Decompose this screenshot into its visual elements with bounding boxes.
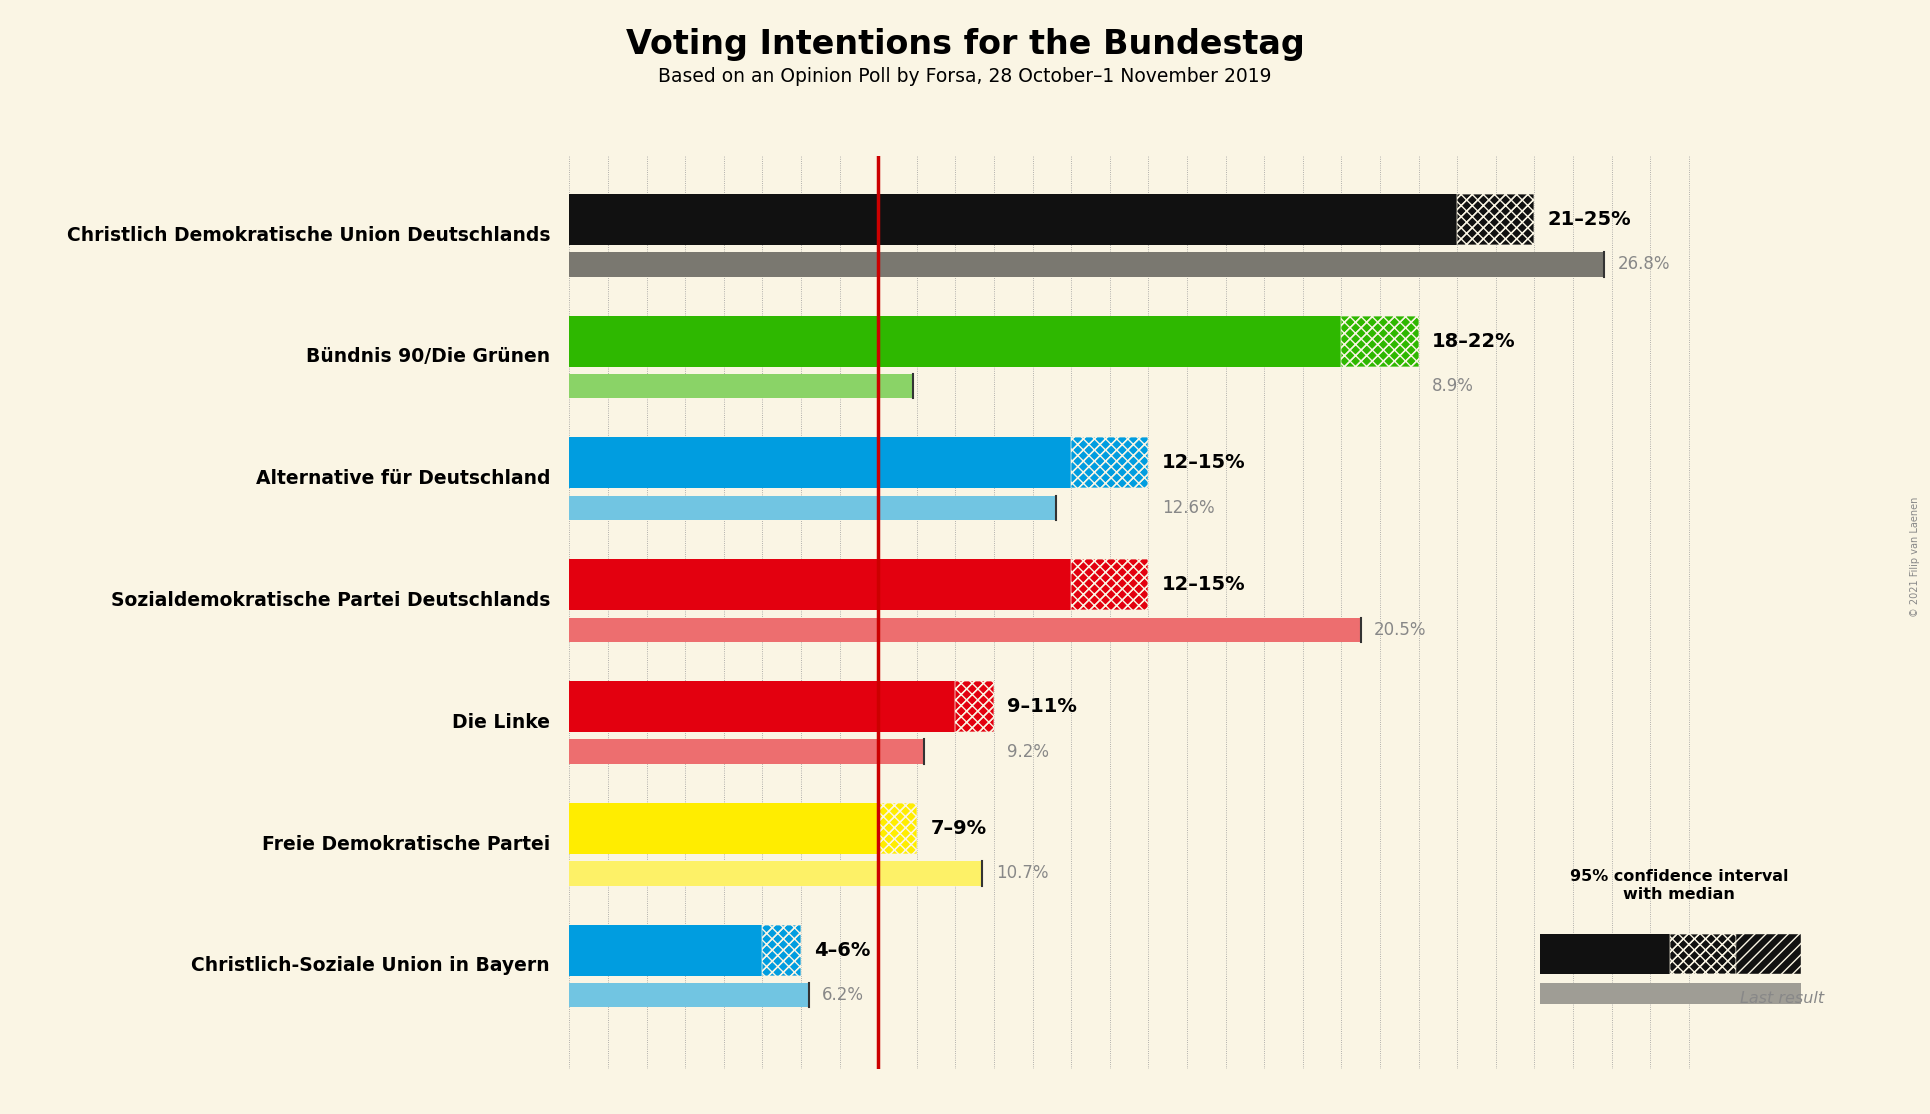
Bar — [955, 681, 994, 732]
Bar — [569, 740, 924, 764]
Bar — [1071, 438, 1148, 488]
Bar — [1071, 559, 1148, 610]
Bar — [1669, 934, 1735, 974]
Text: 12–15%: 12–15% — [1162, 575, 1245, 594]
Bar — [569, 803, 878, 853]
Text: Christlich-Soziale Union in Bayern: Christlich-Soziale Union in Bayern — [191, 957, 550, 976]
Text: Sozialdemokratische Partei Deutschlands: Sozialdemokratische Partei Deutschlands — [110, 592, 550, 610]
Bar — [1669, 934, 1735, 974]
Bar — [878, 803, 917, 853]
Text: Christlich Demokratische Union Deutschlands: Christlich Demokratische Union Deutschla… — [66, 226, 550, 245]
Bar — [1540, 983, 1801, 1004]
Bar — [569, 861, 982, 886]
Bar — [762, 925, 801, 976]
Bar — [569, 983, 809, 1007]
Text: © 2021 Filip van Laenen: © 2021 Filip van Laenen — [1909, 497, 1920, 617]
Bar — [1457, 194, 1534, 245]
Bar — [569, 374, 913, 399]
Bar — [569, 252, 1604, 276]
Text: 6.2%: 6.2% — [822, 986, 865, 1004]
Text: 18–22%: 18–22% — [1432, 332, 1515, 351]
Bar — [569, 438, 1071, 488]
Bar — [569, 925, 762, 976]
Text: Last result: Last result — [1739, 990, 1824, 1006]
Bar — [1341, 315, 1419, 367]
Bar — [569, 315, 1341, 367]
Text: 20.5%: 20.5% — [1374, 620, 1426, 638]
Bar — [569, 617, 1361, 642]
Bar — [762, 925, 801, 976]
Bar — [1457, 194, 1534, 245]
Bar — [1540, 934, 1669, 974]
Text: Die Linke: Die Linke — [452, 713, 550, 732]
Bar — [878, 803, 917, 853]
Bar — [955, 681, 994, 732]
Text: 9.2%: 9.2% — [1007, 743, 1050, 761]
Text: 10.7%: 10.7% — [996, 864, 1048, 882]
Bar — [1341, 315, 1419, 367]
Text: Bündnis 90/Die Grünen: Bündnis 90/Die Grünen — [307, 348, 550, 367]
Text: 9–11%: 9–11% — [1007, 697, 1077, 716]
Text: 26.8%: 26.8% — [1617, 255, 1669, 273]
Bar — [569, 194, 1457, 245]
Text: Alternative für Deutschland: Alternative für Deutschland — [255, 469, 550, 488]
Text: 4–6%: 4–6% — [814, 940, 870, 959]
Text: Based on an Opinion Poll by Forsa, 28 October–1 November 2019: Based on an Opinion Poll by Forsa, 28 Oc… — [658, 67, 1272, 86]
Text: 7–9%: 7–9% — [930, 819, 986, 838]
Bar — [569, 559, 1071, 610]
Bar — [1071, 559, 1148, 610]
Text: 8.9%: 8.9% — [1432, 378, 1475, 395]
Text: 21–25%: 21–25% — [1548, 209, 1631, 228]
Text: 12.6%: 12.6% — [1162, 499, 1214, 517]
Text: 95% confidence interval
with median: 95% confidence interval with median — [1569, 869, 1789, 902]
Bar — [1071, 438, 1148, 488]
Text: Freie Demokratische Partei: Freie Demokratische Partei — [262, 834, 550, 853]
Bar — [569, 496, 1056, 520]
Text: Voting Intentions for the Bundestag: Voting Intentions for the Bundestag — [625, 28, 1305, 61]
Text: 12–15%: 12–15% — [1162, 453, 1245, 472]
Bar — [1735, 934, 1801, 974]
Bar — [569, 681, 955, 732]
